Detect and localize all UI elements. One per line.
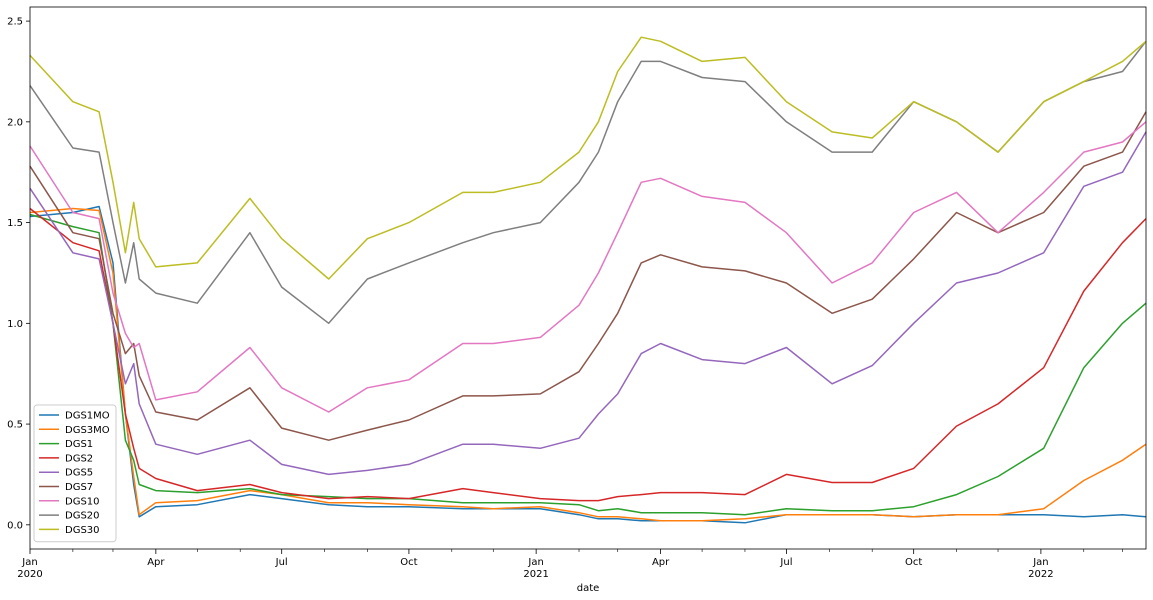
series-line-dgs1mo xyxy=(29,205,1147,524)
x-tick-label: Apr xyxy=(147,557,165,568)
x-tick-year-label: 2020 xyxy=(17,569,42,580)
series-line-dgs7 xyxy=(29,111,1147,441)
y-tick-label: 1.0 xyxy=(7,319,23,330)
x-tick-label: Jul xyxy=(779,557,792,568)
series-line-dgs20 xyxy=(29,40,1147,325)
series-line-dgs1 xyxy=(29,213,1147,516)
y-tick-label: 1.5 xyxy=(7,218,23,229)
x-tick-label: Jan xyxy=(1032,557,1048,568)
x-tick-label: Jan xyxy=(21,557,37,568)
x-tick-label: Jul xyxy=(275,557,288,568)
legend-label-dgs3mo: DGS3MO xyxy=(65,425,110,436)
legend-label-dgs5: DGS5 xyxy=(65,468,93,479)
legend-box xyxy=(33,404,117,543)
y-tick-label: 0.5 xyxy=(7,420,23,431)
y-tick-label: 2.5 xyxy=(7,17,23,28)
legend-label-dgs10: DGS10 xyxy=(65,496,100,507)
x-tick-label: Jan xyxy=(527,557,543,568)
legend-label-dgs1mo: DGS1MO xyxy=(65,411,110,422)
x-tick-year-label: 2021 xyxy=(523,569,548,580)
series-line-dgs10 xyxy=(29,121,1147,413)
x-axis-title: date xyxy=(577,583,600,594)
plot-lines xyxy=(29,36,1147,524)
legend-label-dgs1: DGS1 xyxy=(65,439,93,450)
x-tick-label: Oct xyxy=(905,557,922,568)
x-tick-label: Apr xyxy=(652,557,670,568)
y-axis: 0.0 0.5 1.0 1.5 2.0 2.5 xyxy=(7,17,30,531)
series-line-dgs2 xyxy=(29,207,1147,502)
series-line-dgs3mo xyxy=(29,207,1147,522)
series-line-dgs5 xyxy=(29,131,1147,476)
y-tick-label: 2.0 xyxy=(7,117,23,128)
x-tick-year-label: 2022 xyxy=(1028,569,1053,580)
legend-label-dgs20: DGS20 xyxy=(65,511,100,522)
series-line-dgs30 xyxy=(29,36,1147,280)
x-tick-label: Oct xyxy=(400,557,417,568)
plot-frame xyxy=(29,6,1147,550)
legend-label-dgs7: DGS7 xyxy=(65,482,93,493)
legend: DGS1MO DGS3MO DGS1 DGS2 DGS5 DGS7 DGS10 DGS20 DG… xyxy=(33,404,117,543)
legend-label-dgs2: DGS2 xyxy=(65,453,93,464)
y-tick-label: 0.0 xyxy=(7,520,23,531)
legend-label-dgs30: DGS30 xyxy=(65,525,100,536)
